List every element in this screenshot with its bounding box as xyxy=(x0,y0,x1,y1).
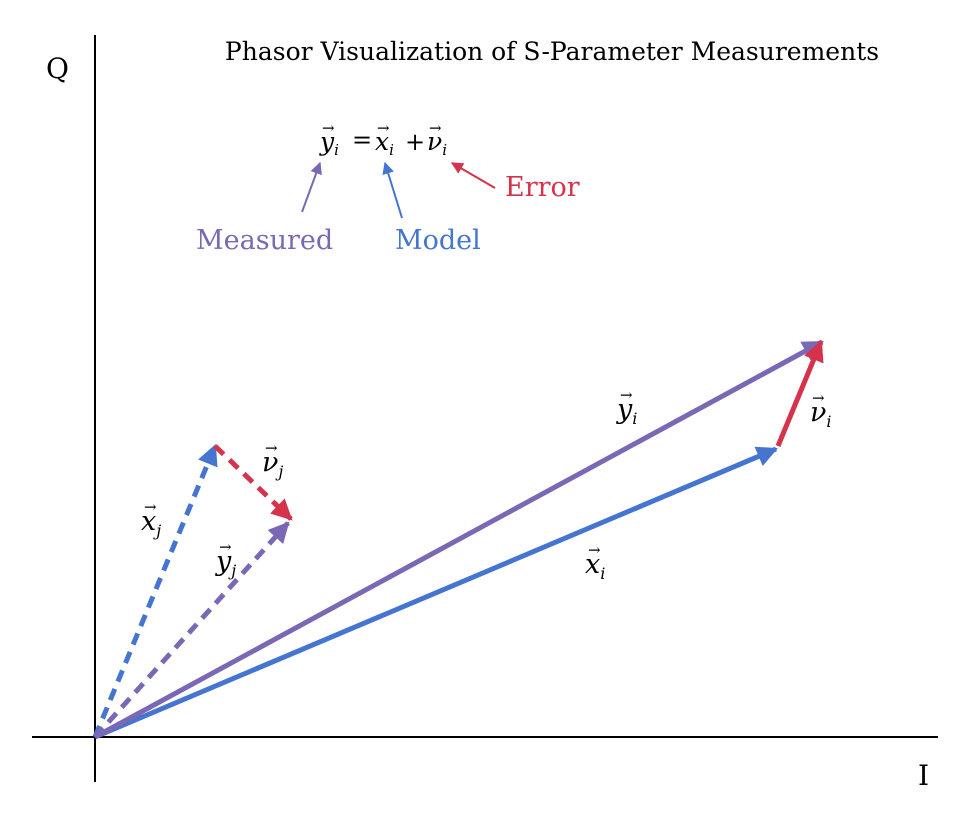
eq-y: yi xyxy=(319,127,339,159)
q-axis-label: Q xyxy=(46,52,69,85)
label-x-i: → xi xyxy=(585,541,605,583)
eq-equals: = xyxy=(352,126,372,154)
eq-v-arrow: → xyxy=(429,119,442,137)
label-y-i: → yi xyxy=(616,386,637,428)
vector-v-j xyxy=(213,444,293,521)
eq-plus: + xyxy=(405,128,425,156)
svg-text:→: → xyxy=(812,389,825,407)
diagram-title: Phasor Visualization of S-Parameter Meas… xyxy=(225,37,879,66)
vector-x-j xyxy=(92,444,218,738)
model-label: Model xyxy=(395,225,481,256)
vector-y-i xyxy=(93,339,824,740)
i-axis-label: I xyxy=(918,759,929,792)
measured-label: Measured xyxy=(196,225,333,256)
vector-v-i xyxy=(775,340,824,447)
svg-text:νi: νi xyxy=(810,397,832,431)
model-pointer-arrow xyxy=(382,161,403,219)
svg-text:yi: yi xyxy=(616,394,637,428)
svg-text:→: → xyxy=(265,439,278,457)
svg-text:→: → xyxy=(620,386,633,404)
vector-x-i xyxy=(94,446,778,740)
label-v-j: → νj xyxy=(262,439,283,481)
eq-x-arrow: → xyxy=(377,119,390,137)
error-label: Error xyxy=(505,172,580,203)
vector-y-j xyxy=(93,521,290,739)
label-x-j: → xj xyxy=(141,498,161,540)
eq-y-arrow: → xyxy=(322,119,335,137)
measured-pointer-arrow xyxy=(301,161,322,213)
label-y-j: → yj xyxy=(215,538,236,580)
label-v-i: → νi xyxy=(810,389,832,431)
error-pointer-arrow xyxy=(450,162,496,189)
eq-v: νi xyxy=(427,127,447,159)
svg-text:xj: xj xyxy=(141,506,161,540)
svg-text:yj: yj xyxy=(215,546,236,580)
eq-x: xi xyxy=(375,127,394,159)
svg-text:→: → xyxy=(144,498,157,516)
svg-text:→: → xyxy=(588,541,601,559)
equation: → yi = → xi + → νi xyxy=(319,119,447,159)
svg-text:→: → xyxy=(219,538,232,556)
svg-text:xi: xi xyxy=(585,549,605,583)
svg-text:νj: νj xyxy=(262,447,283,481)
